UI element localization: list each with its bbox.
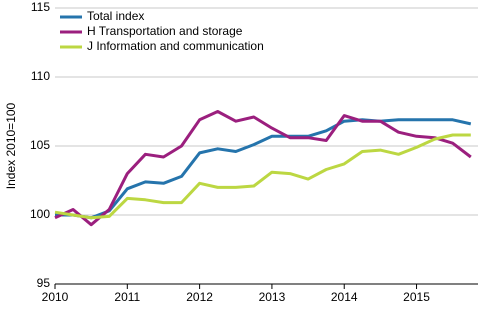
x-tick-label: 2011 [114, 290, 140, 304]
x-tick-label: 2012 [186, 290, 213, 304]
y-axis-label: Index 2010=100 [4, 102, 18, 189]
legend-label: J Information and communication [87, 39, 264, 53]
x-tick-label: 2014 [331, 290, 358, 304]
legend-label: Total index [87, 9, 144, 23]
y-tick-label: 115 [31, 0, 50, 14]
series-line [55, 118, 472, 220]
y-tick-label: 105 [30, 138, 50, 152]
series-line [54, 110, 472, 227]
legend-label: H Transportation and storage [87, 24, 243, 38]
series-line [54, 133, 471, 220]
x-tick-label: 2015 [403, 290, 430, 304]
x-tick-label: 2010 [42, 290, 69, 304]
y-tick-label: 100 [30, 207, 50, 221]
y-tick-label: 110 [31, 69, 50, 83]
x-tick-label: 2013 [259, 290, 286, 304]
y-tick-label: 95 [37, 276, 51, 290]
